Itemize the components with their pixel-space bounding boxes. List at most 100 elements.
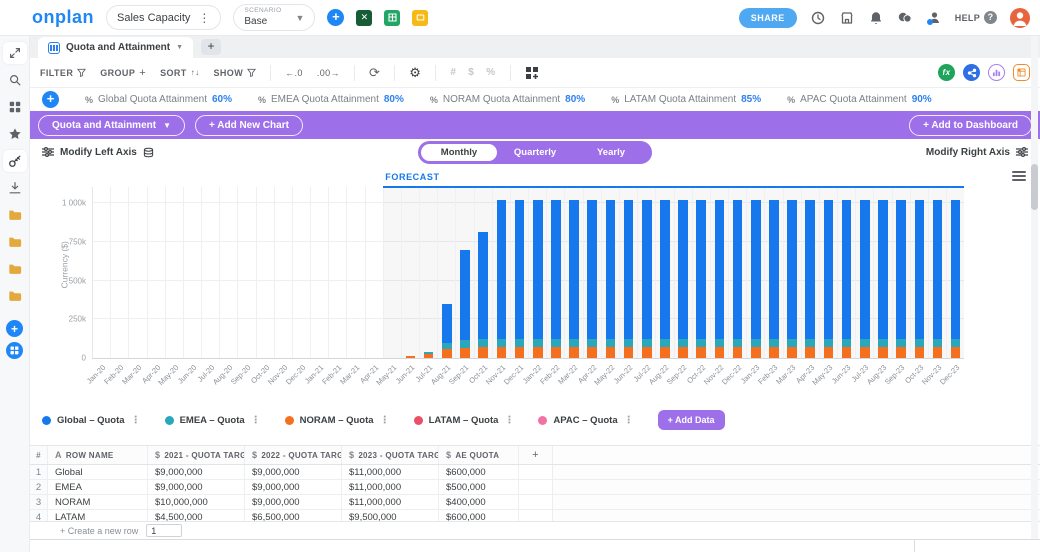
stacked-bar-May-22[interactable] (605, 199, 616, 358)
legend-kebab-icon[interactable]: ⋮ (504, 414, 515, 426)
stacked-bar-Nov-23[interactable] (932, 199, 943, 358)
cell[interactable]: $600,000 (439, 510, 519, 521)
column-header-index[interactable]: # (30, 446, 48, 464)
create-row-count-input[interactable] (146, 524, 183, 537)
column-header-ae-quota[interactable]: $ AE QUOTA (439, 446, 519, 464)
tab-quota-and-attainment[interactable]: Quota and Attainment ▼ (38, 37, 194, 58)
stacked-bar-Aug-23[interactable] (878, 199, 888, 358)
pivot-table-button[interactable] (1013, 64, 1030, 81)
add-to-dashboard-button[interactable]: + Add to Dashboard (909, 114, 1032, 136)
legend-item[interactable]: EMEA – Quota ⋮ (164, 414, 261, 426)
add-tab-button[interactable]: + (201, 39, 222, 55)
table-row[interactable]: 1 Global $9,000,000 $9,000,000 $11,000,000 $6… (30, 465, 1040, 480)
modify-left-axis-button[interactable]: Modify Left Axis (42, 147, 154, 158)
formula-fx-button[interactable]: fx (938, 64, 955, 81)
period-option-yearly[interactable]: Yearly (597, 146, 625, 158)
add-data-button[interactable]: + Add Data (657, 410, 725, 430)
stacked-bar-Jun-23[interactable] (841, 199, 852, 358)
kpi-add-button[interactable]: + (42, 91, 59, 108)
group-button[interactable]: GROUP + (100, 67, 146, 79)
stacked-bar-Oct-21[interactable] (478, 231, 488, 358)
excel-icon[interactable]: ✕ (356, 9, 373, 26)
kpi-item-1[interactable]: % Global Quota Attainment 60% (85, 94, 232, 105)
legend-kebab-icon[interactable]: ⋮ (250, 414, 261, 426)
stacked-bar-Oct-23[interactable] (914, 199, 925, 358)
cell[interactable]: Global (48, 465, 148, 479)
stacked-bar-Apr-22[interactable] (587, 199, 598, 358)
sidebar-item-folder[interactable] (3, 231, 27, 253)
chevron-down-icon[interactable]: ▼ (176, 44, 184, 51)
scrollbar-thumb[interactable] (1031, 164, 1038, 210)
stacked-bar-May-23[interactable] (823, 199, 834, 358)
filter-button[interactable]: FILTER (40, 68, 87, 78)
integrations-button[interactable] (963, 64, 980, 81)
sidebar-item-dashboard[interactable] (3, 96, 27, 118)
vertical-scrollbar[interactable] (1031, 36, 1038, 539)
column-header-2022-quota-target[interactable]: $2022 - QUOTA TARGET (245, 446, 342, 464)
cell[interactable]: $11,000,000 (342, 495, 439, 509)
stacked-bar-Aug-22[interactable] (660, 199, 670, 358)
cell[interactable]: $9,000,000 (245, 495, 342, 509)
stacked-bar-Jul-21[interactable] (423, 351, 434, 358)
avatar[interactable] (1010, 7, 1030, 28)
chart-selector[interactable]: Quota and Attainment ▼ (38, 114, 185, 136)
kpi-item-4[interactable]: % LATAM Quota Attainment 85% (611, 94, 761, 105)
settings-gear-icon[interactable]: ⚙ (409, 64, 422, 80)
stacked-bar-Oct-22[interactable] (696, 199, 707, 358)
cell[interactable]: $9,000,000 (245, 480, 342, 494)
decrease-decimal-button[interactable]: ←.0 (285, 67, 303, 78)
stacked-bar-Feb-23[interactable] (769, 199, 779, 358)
bell-icon[interactable] (868, 10, 884, 26)
period-option-monthly[interactable]: Monthly (421, 143, 497, 161)
stacked-bar-Jun-22[interactable] (623, 199, 634, 358)
legend-kebab-icon[interactable]: ⋮ (379, 414, 390, 426)
stacked-bar-Dec-23[interactable] (950, 199, 961, 358)
legend-item[interactable]: Global – Quota ⋮ (42, 415, 141, 426)
column-header-row-name[interactable]: A ROW NAME (48, 446, 148, 464)
add-circle-button[interactable]: + (6, 320, 23, 337)
cell[interactable]: $600,000 (439, 465, 519, 479)
stacked-bar-Feb-22[interactable] (551, 199, 561, 358)
stacked-bar-Jul-23[interactable] (859, 199, 870, 358)
stacked-bar-Dec-21[interactable] (514, 199, 525, 358)
cell[interactable]: $9,500,000 (342, 510, 439, 521)
stacked-bar-Jul-22[interactable] (641, 199, 652, 358)
sidebar-item-search[interactable] (3, 69, 27, 91)
chat-icon[interactable] (897, 10, 913, 26)
scenario-selector[interactable]: SCENARIO Base ▼ (233, 4, 316, 31)
sidebar-item-expand[interactable] (2, 42, 27, 64)
add-column-button[interactable]: + (519, 446, 553, 464)
stacked-bar-Jan-23[interactable] (750, 199, 761, 358)
stacked-bar-Mar-23[interactable] (787, 199, 797, 358)
chart-menu-icon[interactable] (1012, 169, 1026, 183)
stacked-bar-Sep-21[interactable] (460, 249, 470, 358)
share-button[interactable]: SHARE (738, 7, 797, 28)
table-row[interactable]: 2 EMEA $9,000,000 $9,000,000 $11,000,000 $500… (30, 480, 1040, 495)
legend-item[interactable]: APAC – Quota ⋮ (538, 414, 634, 426)
header-add-button[interactable]: + (327, 9, 345, 26)
legend-kebab-icon[interactable]: ⋮ (130, 414, 141, 426)
stacked-bar-Sep-22[interactable] (678, 199, 688, 358)
add-new-chart-button[interactable]: + Add New Chart (195, 114, 303, 136)
cell[interactable]: $11,000,000 (342, 465, 439, 479)
legend-kebab-icon[interactable]: ⋮ (623, 414, 634, 426)
sidebar-item-download[interactable] (3, 177, 27, 199)
cell[interactable]: $400,000 (439, 495, 519, 509)
stacked-bar-Sep-23[interactable] (896, 199, 906, 358)
sidebar-item-folder[interactable] (3, 258, 27, 280)
kpi-item-5[interactable]: % APAC Quota Attainment 90% (787, 94, 932, 105)
cell[interactable]: $9,000,000 (148, 480, 245, 494)
cell[interactable]: LATAM (48, 510, 148, 521)
kpi-item-2[interactable]: % EMEA Quota Attainment 80% (258, 94, 404, 105)
history-icon[interactable] (810, 10, 826, 26)
grid-add-icon[interactable] (525, 66, 539, 80)
stacked-bar-Nov-21[interactable] (496, 199, 507, 358)
kpi-item-3[interactable]: % NORAM Quota Attainment 80% (430, 94, 585, 105)
cell[interactable]: $6,500,000 (245, 510, 342, 521)
sidebar-item-folder[interactable] (3, 285, 27, 307)
cell[interactable]: NORAM (48, 495, 148, 509)
cell[interactable]: $9,000,000 (148, 465, 245, 479)
cell[interactable]: $9,000,000 (245, 465, 342, 479)
table-row[interactable]: 4 LATAM $4,500,000 $6,500,000 $9,500,000 $600… (30, 510, 1040, 521)
stacked-bar-Jun-21[interactable] (405, 355, 416, 358)
